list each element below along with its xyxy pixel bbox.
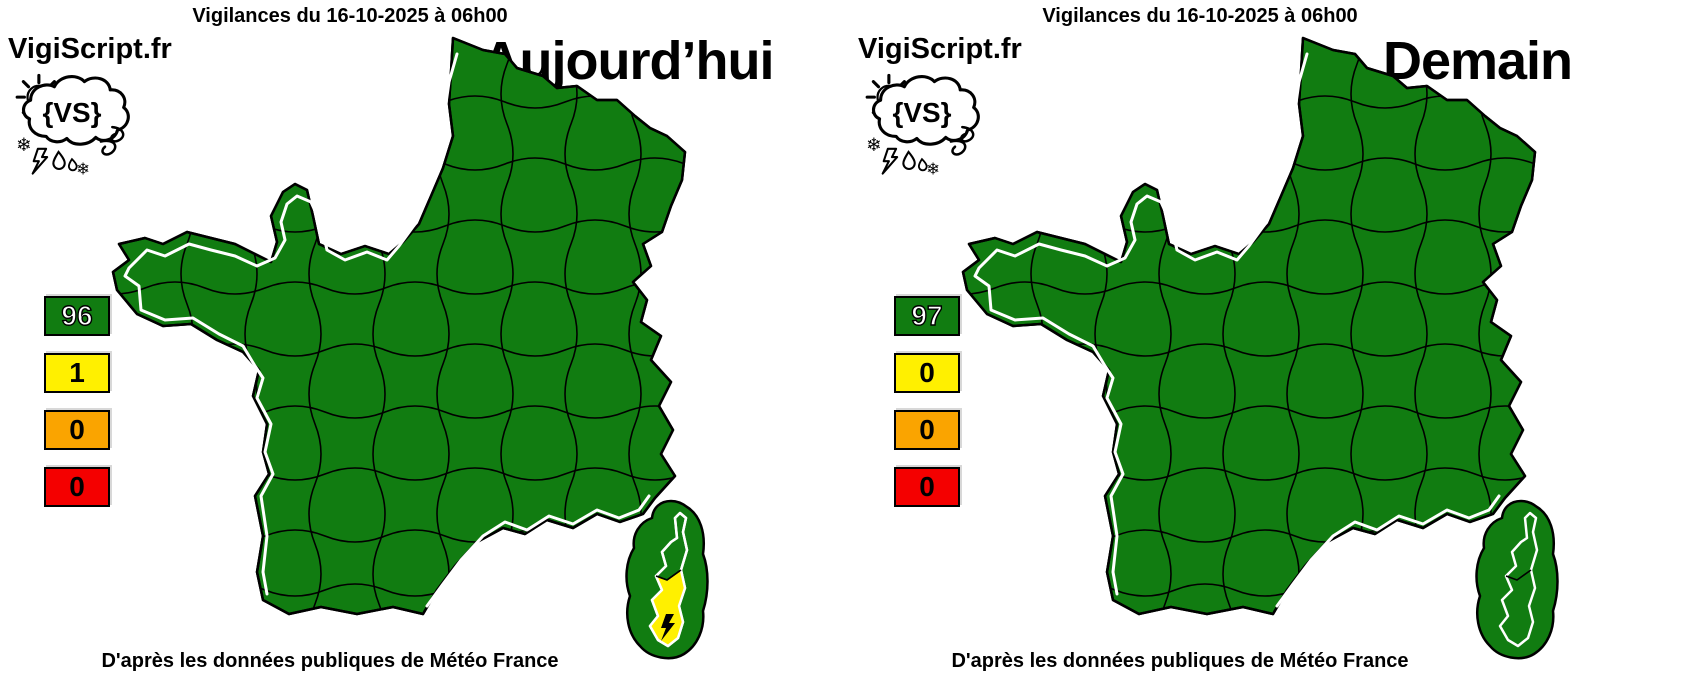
storm-lightning-icon [661,614,675,641]
data-source-footer: D'après les données publiques de Météo F… [101,650,559,672]
brand-text: VigiScript.fr [8,33,172,65]
day-label-tomorrow: Demain [1382,31,1573,91]
legend-box-green: 97 [894,296,960,336]
vigiscript-logo-icon: {VS} ❄ ❄ [15,73,130,178]
green-count: 97 [911,300,944,331]
france-vigilance-map-today [105,24,725,674]
snowflake-icon: ❄ [76,160,90,178]
legend-box-yellow: 1 [44,353,110,393]
green-count: 96 [61,300,94,331]
legend-box-orange: 0 [894,410,960,450]
vigilance-legend: 96 1 0 0 [44,296,110,524]
lightning-icon [31,147,49,175]
vigiscript-logo-icon: {VS} ❄ ❄ [865,73,980,178]
map-title: Vigilances du 16-10-2025 à 06h00 [1042,5,1358,27]
raindrop-icon [902,150,916,170]
legend-box-orange: 0 [44,410,110,450]
brand-text: VigiScript.fr [858,33,1022,65]
raindrop-icon [917,157,928,172]
france-vigilance-map-tomorrow [955,24,1575,674]
legend-box-yellow: 0 [894,353,960,393]
red-count: 0 [69,471,85,502]
data-source-footer: D'après les données publiques de Météo F… [951,650,1409,672]
snowflake-icon: ❄ [16,134,32,155]
red-count: 0 [919,471,935,502]
lightning-icon [881,147,899,175]
orange-count: 0 [919,414,935,445]
cloud-icon [21,75,130,146]
cloud-icon [871,75,980,146]
snowflake-icon: ❄ [926,160,940,178]
logo-vs-text: {VS} [892,97,951,128]
legend-box-red: 0 [894,467,960,507]
logo-vs-text: {VS} [42,97,101,128]
wind-swirl-icon [99,125,125,156]
orange-count: 0 [69,414,85,445]
yellow-count: 0 [919,357,935,388]
map-title: Vigilances du 16-10-2025 à 06h00 [192,5,508,27]
wind-swirl-icon [949,125,975,156]
panel-tomorrow: Vigilances du 16-10-2025 à 06h00 VigiScr… [850,0,1700,700]
legend-box-red: 0 [44,467,110,507]
snowflake-icon: ❄ [866,134,882,155]
panel-today: Vigilances du 16-10-2025 à 06h00 VigiScr… [8,5,774,674]
raindrop-icon [52,150,66,170]
yellow-count: 1 [69,357,85,388]
legend-box-green: 96 [44,296,110,336]
raindrop-icon [67,157,78,172]
vigilance-legend: 97 0 0 0 [894,296,960,524]
